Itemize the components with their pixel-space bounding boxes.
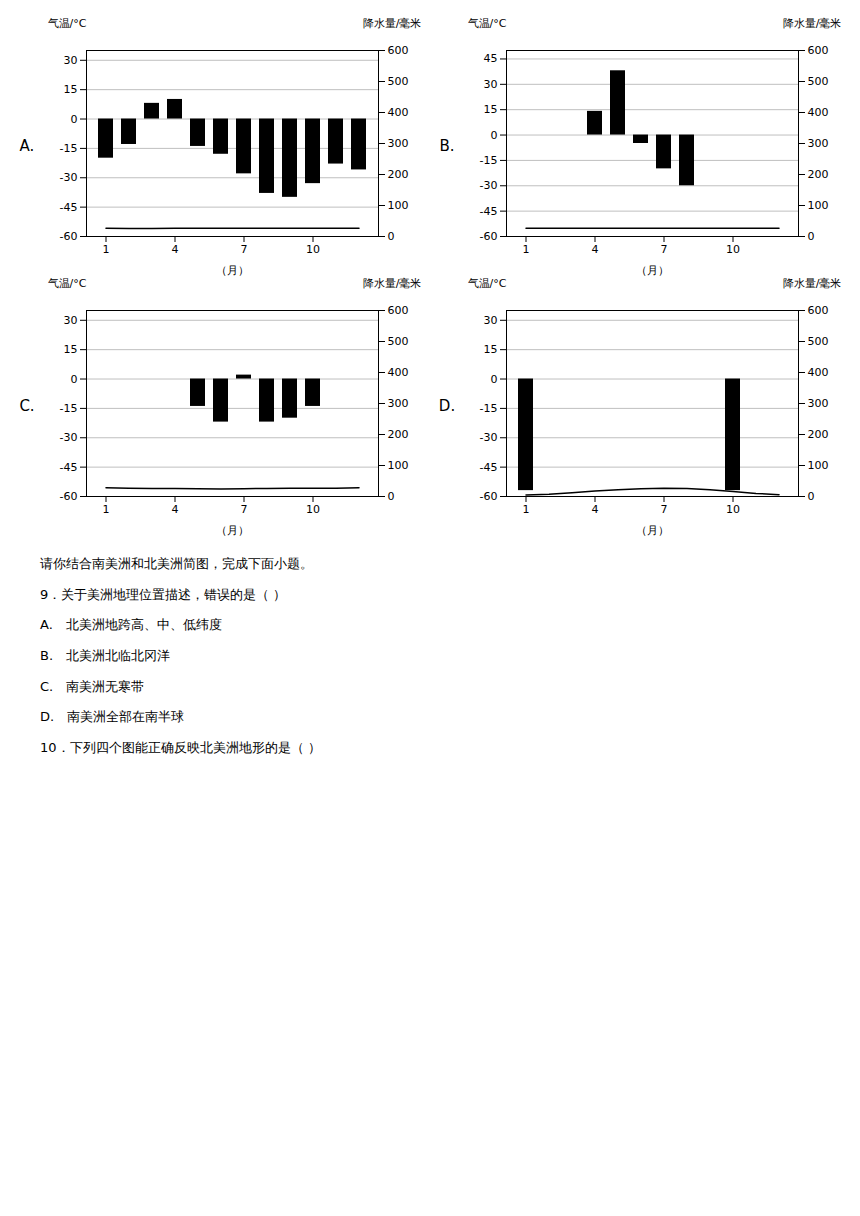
svg-text:30: 30	[484, 314, 498, 327]
svg-text:0: 0	[388, 230, 395, 243]
svg-text:-45: -45	[60, 461, 78, 474]
svg-text:-30: -30	[480, 179, 498, 192]
svg-text:4: 4	[592, 503, 599, 516]
svg-text:（月）: （月）	[216, 524, 249, 537]
svg-text:-30: -30	[60, 171, 78, 184]
svg-text:600: 600	[388, 44, 409, 57]
html-text:A. 北美洲地跨高、中、低纬度: A. 北美洲地跨高、中、低纬度	[40, 617, 222, 633]
html-text:9．关于美洲地理位置描述，错误的是（ ）: 9．关于美洲地理位置描述，错误的是（ ）	[40, 586, 287, 602]
svg-text:1: 1	[523, 503, 530, 516]
svg-text:400: 400	[808, 106, 829, 119]
html-text:D.: D.	[438, 397, 456, 415]
svg-text:（月）: （月）	[216, 264, 249, 277]
html-text:A.: A.	[19, 137, 35, 155]
svg-text:500: 500	[808, 75, 829, 88]
svg-text:45: 45	[484, 52, 498, 65]
svg-text:-15: -15	[480, 154, 498, 167]
svg-text:-60: -60	[480, 490, 498, 503]
html-text:C. 南美洲无寒带: C. 南美洲无寒带	[40, 678, 145, 694]
svg-text:0: 0	[388, 490, 395, 503]
svg-text:1: 1	[103, 243, 110, 256]
svg-text:-15: -15	[480, 402, 498, 415]
svg-text:7: 7	[241, 243, 248, 256]
svg-text:600: 600	[808, 304, 829, 317]
svg-text:500: 500	[388, 335, 409, 348]
svg-text:降水量/毫米: 降水量/毫米	[783, 17, 842, 30]
svg-text:400: 400	[808, 366, 829, 379]
svg-text:10: 10	[726, 503, 740, 516]
svg-text:-45: -45	[60, 201, 78, 214]
svg-text:200: 200	[388, 428, 409, 441]
svg-text:-60: -60	[60, 230, 78, 243]
svg-text:0: 0	[491, 129, 498, 142]
html-text:10．下列四个图能正确反映北美洲地形的是（ ）: 10．下列四个图能正确反映北美洲地形的是（ ）	[40, 740, 321, 756]
svg-text:-60: -60	[60, 490, 78, 503]
svg-text:4: 4	[172, 243, 179, 256]
svg-text:0: 0	[491, 373, 498, 386]
svg-text:100: 100	[388, 199, 409, 212]
svg-text:（月）: （月）	[636, 264, 669, 277]
svg-text:100: 100	[388, 459, 409, 472]
html-text:B.: B.	[439, 137, 455, 155]
svg-text:0: 0	[808, 230, 815, 243]
html-text:D. 南美洲全部在南半球: D. 南美洲全部在南半球	[40, 709, 185, 725]
svg-text:15: 15	[64, 343, 78, 356]
svg-text:10: 10	[306, 503, 320, 516]
svg-text:-15: -15	[60, 402, 78, 415]
svg-text:300: 300	[388, 397, 409, 410]
svg-text:30: 30	[64, 314, 78, 327]
svg-text:气温/°C: 气温/°C	[468, 277, 507, 290]
svg-text:500: 500	[388, 75, 409, 88]
html-text:请你结合南美洲和北美洲简图，完成下面小题。: 请你结合南美洲和北美洲简图，完成下面小题。	[40, 556, 313, 571]
svg-text:4: 4	[172, 503, 179, 516]
svg-text:-45: -45	[480, 205, 498, 218]
svg-text:-60: -60	[480, 230, 498, 243]
svg-text:-30: -30	[60, 431, 78, 444]
svg-text:600: 600	[808, 44, 829, 57]
svg-text:200: 200	[808, 168, 829, 181]
svg-text:（月）: （月）	[636, 524, 669, 537]
svg-text:100: 100	[808, 459, 829, 472]
svg-text:7: 7	[661, 503, 668, 516]
svg-text:气温/°C: 气温/°C	[468, 17, 507, 30]
svg-text:300: 300	[808, 137, 829, 150]
svg-text:15: 15	[64, 83, 78, 96]
svg-text:200: 200	[388, 168, 409, 181]
svg-text:气温/°C: 气温/°C	[48, 277, 87, 290]
svg-text:100: 100	[808, 199, 829, 212]
svg-text:1: 1	[103, 503, 110, 516]
svg-text:降水量/毫米: 降水量/毫米	[783, 277, 842, 290]
svg-text:降水量/毫米: 降水量/毫米	[363, 277, 422, 290]
svg-text:0: 0	[71, 113, 78, 126]
svg-text:15: 15	[484, 103, 498, 116]
svg-text:500: 500	[808, 335, 829, 348]
svg-text:0: 0	[808, 490, 815, 503]
svg-text:10: 10	[306, 243, 320, 256]
svg-text:15: 15	[484, 343, 498, 356]
svg-text:200: 200	[808, 428, 829, 441]
svg-text:4: 4	[592, 243, 599, 256]
svg-text:600: 600	[388, 304, 409, 317]
svg-text:-30: -30	[480, 431, 498, 444]
svg-text:降水量/毫米: 降水量/毫米	[363, 17, 422, 30]
svg-text:气温/°C: 气温/°C	[48, 17, 87, 30]
html-text:C.: C.	[19, 397, 35, 415]
svg-text:400: 400	[388, 106, 409, 119]
svg-text:0: 0	[71, 373, 78, 386]
svg-text:10: 10	[726, 243, 740, 256]
svg-text:-45: -45	[480, 461, 498, 474]
svg-text:300: 300	[808, 397, 829, 410]
svg-text:-15: -15	[60, 142, 78, 155]
svg-text:1: 1	[523, 243, 530, 256]
svg-text:400: 400	[388, 366, 409, 379]
svg-text:300: 300	[388, 137, 409, 150]
html-text:B. 北美洲北临北冈洋: B. 北美洲北临北冈洋	[40, 648, 171, 664]
svg-text:7: 7	[661, 243, 668, 256]
svg-text:7: 7	[241, 503, 248, 516]
svg-text:30: 30	[484, 78, 498, 91]
svg-text:30: 30	[64, 54, 78, 67]
